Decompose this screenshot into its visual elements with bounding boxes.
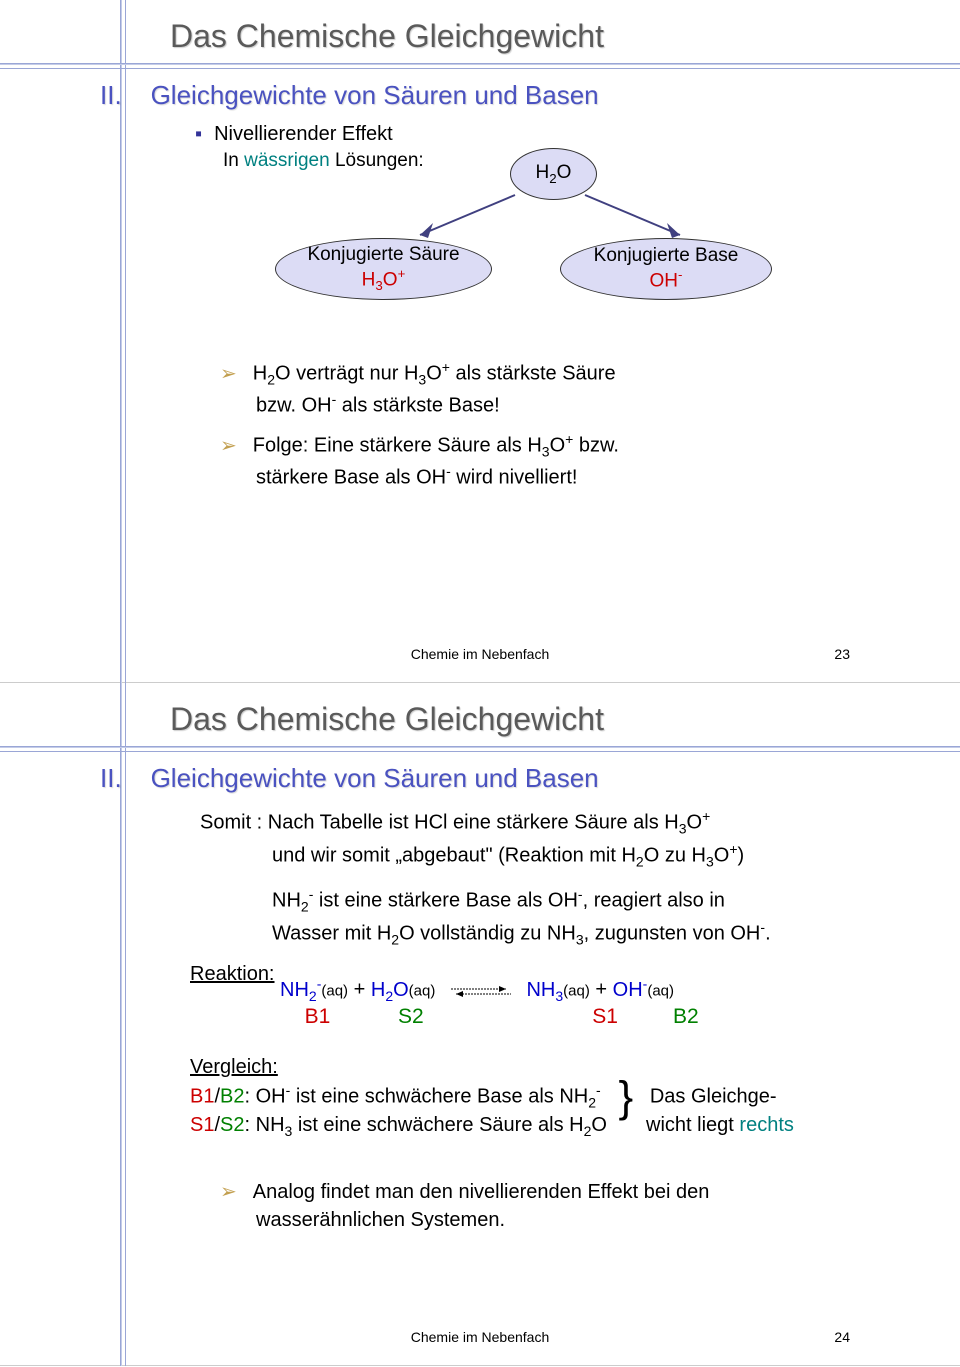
slide-subtitle: II. Gleichgewichte von Säuren und Basen [100,80,599,111]
reaction-eq: NH2-(aq) + H2O(aq) NH3(aq) + OH-(aq) [280,975,674,1004]
footer-text: Chemie im Nebenfach [0,646,960,662]
point-1: H2O verträgt nur H3O+ als stärkste Säure… [220,358,616,420]
footer-text: Chemie im Nebenfach [0,1329,960,1345]
node-base-l1: Konjugierte Base [561,245,771,268]
page-number: 23 [834,646,850,662]
final-point: Analog findet man den nivellierenden Eff… [220,1178,709,1234]
node-h2o-label: H2O [511,162,596,187]
node-acid-l2: H3O+ [276,266,491,294]
line4: Wasser mit H2O vollständig zu NH3, zugun… [272,917,771,950]
slide-subtitle: II. Gleichgewichte von Säuren und Basen [100,763,599,794]
final-line2: wasserähnlichen Systemen. [256,1206,709,1234]
point-2: Folge: Eine stärkere Säure als H3O+ bzw.… [220,430,619,492]
slide-2: Das Chemische Gleichgewicht II. Gleichge… [0,683,960,1366]
bullet-text: Nivellierender Effekt [195,123,393,145]
reaction-labels: B1 S2 S1 B2 [280,1005,723,1029]
cmp-row-2: S1/S2: NH3 ist eine schwächere Säure als… [190,1111,794,1142]
horizontal-rule [0,746,960,752]
slide-title: Das Chemische Gleichgewicht [170,18,604,55]
slide-title: Das Chemische Gleichgewicht [170,701,604,738]
bullet-subtext: In wässrigen Lösungen: [223,150,424,172]
page-number: 24 [834,1329,850,1345]
point-1-line2: bzw. OH- als stärkste Base! [256,390,616,420]
subtitle-text: Gleichgewichte von Säuren und Basen [151,763,599,793]
reaction-block: Reaktion: NH2-(aq) + H2O(aq) NH3(aq) + O… [190,963,275,986]
bullet-leveling: Nivellierender Effekt In wässrigen Lösun… [195,123,424,172]
node-acid: Konjugierte Säure H3O+ [275,238,492,300]
arrow-right [580,190,700,245]
slide-1: Das Chemische Gleichgewicht II. Gleichge… [0,0,960,683]
comparison-block: Vergleich: B1/B2: OH- ist eine schwächer… [190,1053,794,1142]
line2: und wir somit „abgebaut" (Reaktion mit H… [272,839,771,872]
node-acid-l1: Konjugierte Säure [276,244,491,267]
arrow-left [405,190,525,245]
cmp-row-1: B1/B2: OH- ist eine schwächere Base als … [190,1081,794,1113]
horizontal-rule [0,63,960,69]
section-number: II. [100,80,122,110]
vergleich-label: Vergleich: [190,1053,794,1081]
reaction-label: Reaktion: [190,963,275,986]
node-base: Konjugierte Base OH- [560,238,772,300]
point-2-line2: stärkere Base als OH- wird nivelliert! [256,462,619,492]
line3: NH2- ist eine stärkere Base als OH-, rea… [272,884,771,917]
subtitle-text: Gleichgewichte von Säuren und Basen [151,80,599,110]
section-number: II. [100,763,122,793]
node-base-l2: OH- [561,267,771,293]
para-somit: Somit : Nach Tabelle ist HCl eine stärke… [200,806,771,950]
equilibrium-arrow-icon [441,979,521,1002]
line1: Somit : Nach Tabelle ist HCl eine stärke… [200,806,771,839]
